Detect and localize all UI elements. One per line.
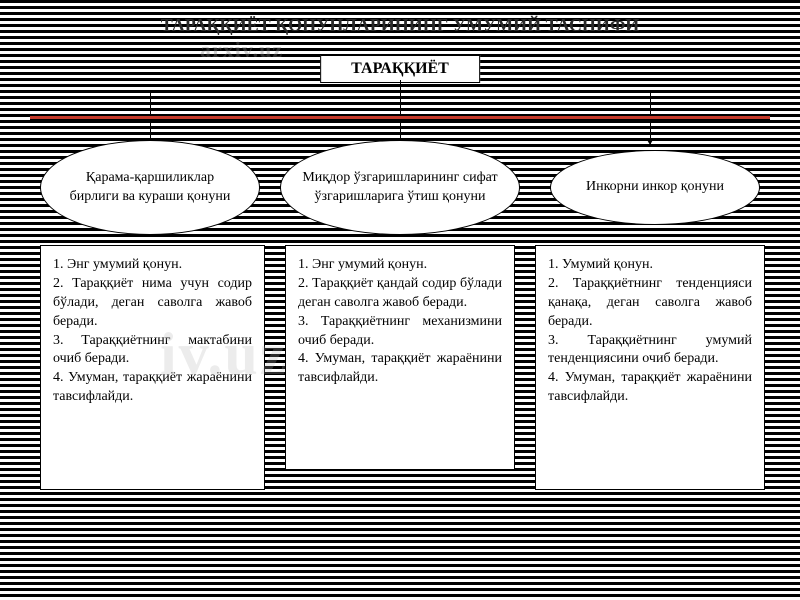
page-title: ТАРАҚҚИЁТ ҚОНУНЛАРИНИНГ УМУМИЙ ТАСНИФИ xyxy=(0,15,800,36)
ellipse-label: Инкорни инкор қонуни xyxy=(571,178,739,196)
watermark-small: arxiv.uz xyxy=(200,37,283,63)
description-box-1: 1. Энг умумий қонун.2. Тараққиёт нима уч… xyxy=(40,245,265,490)
ellipse-label: Қарама-қаршиликлар бирлиги ва кураши қон… xyxy=(61,169,239,205)
description-box-2: 1. Энг умумий қонун.2. Тараққиёт қандай … xyxy=(285,245,515,470)
law-ellipse-1: Қарама-қаршиликлар бирлиги ва кураши қон… xyxy=(40,140,260,235)
ellipse-label: Миқдор ўзгаришларининг сифат ўзгаришлари… xyxy=(301,169,499,205)
header-box: ТАРАҚҚИЁТ xyxy=(320,55,480,83)
law-ellipse-3: Инкорни инкор қонуни xyxy=(550,150,760,225)
law-ellipse-2: Миқдор ўзгаришларининг сифат ўзгаришлари… xyxy=(280,140,520,235)
description-box-3: 1. Умумий қонун.2. Тараққиётнинг тенденц… xyxy=(535,245,765,490)
red-divider-bar xyxy=(30,115,770,120)
content-layer: ТАРАҚҚИЁТ ҚОНУНЛАРИНИНГ УМУМИЙ ТАСНИФИ a… xyxy=(0,0,800,600)
arrow-down-icon xyxy=(646,138,654,145)
